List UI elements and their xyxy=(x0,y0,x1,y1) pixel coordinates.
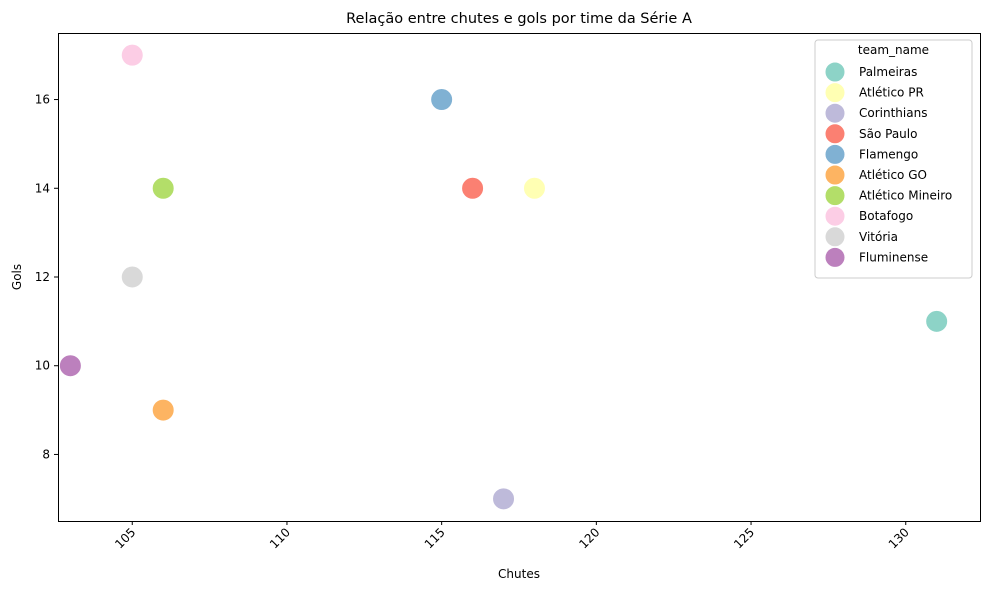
legend-marker xyxy=(824,164,846,186)
legend-marker xyxy=(824,61,846,83)
legend-marker xyxy=(824,205,846,227)
data-point xyxy=(522,176,546,200)
legend-label: Botafogo xyxy=(859,209,913,223)
data-point xyxy=(151,176,175,200)
y-tick-label: 10 xyxy=(35,359,50,373)
legend-label: São Paulo xyxy=(859,127,917,141)
legend-label: Fluminense xyxy=(859,250,928,264)
data-point xyxy=(151,398,175,422)
data-point xyxy=(492,487,516,511)
chart-title: Relação entre chutes e gols por time da … xyxy=(346,11,692,27)
legend-label: Atlético Mineiro xyxy=(859,189,952,203)
legend-label: Atlético PR xyxy=(859,86,924,100)
data-point xyxy=(461,176,485,200)
legend-marker xyxy=(824,123,846,145)
y-axis-label: Gols xyxy=(10,264,24,290)
data-point xyxy=(925,309,949,333)
data-point xyxy=(430,88,454,112)
data-point xyxy=(58,354,82,378)
y-tick-label: 16 xyxy=(35,93,50,107)
y-axis: 8 10 12 14 16 xyxy=(35,93,58,461)
legend-label: Atlético GO xyxy=(859,168,927,182)
legend-marker xyxy=(824,185,846,207)
y-tick-label: 14 xyxy=(35,181,50,195)
legend-marker xyxy=(824,82,846,104)
data-point xyxy=(120,265,144,289)
legend-marker xyxy=(824,102,846,124)
legend-label: Corinthians xyxy=(859,106,927,120)
data-point xyxy=(120,43,144,67)
legend-marker xyxy=(824,226,846,248)
y-tick-label: 12 xyxy=(35,270,50,284)
x-axis-label: Chutes xyxy=(498,567,540,581)
legend: team_name Palmeiras Atlético PR Corinthian… xyxy=(814,39,973,279)
plot-frame xyxy=(58,33,981,522)
legend-items: Palmeiras Atlético PR Corinthians São Paulo… xyxy=(824,61,952,268)
legend-marker xyxy=(824,246,846,268)
legend-title: team_name xyxy=(858,43,929,57)
y-tick-label: 8 xyxy=(42,447,50,461)
data-points xyxy=(58,43,949,511)
legend-label: Vitória xyxy=(859,230,898,244)
legend-frame xyxy=(814,39,973,279)
legend-marker xyxy=(824,143,846,165)
legend-label: Palmeiras xyxy=(859,65,917,79)
legend-label: Flamengo xyxy=(859,147,918,161)
